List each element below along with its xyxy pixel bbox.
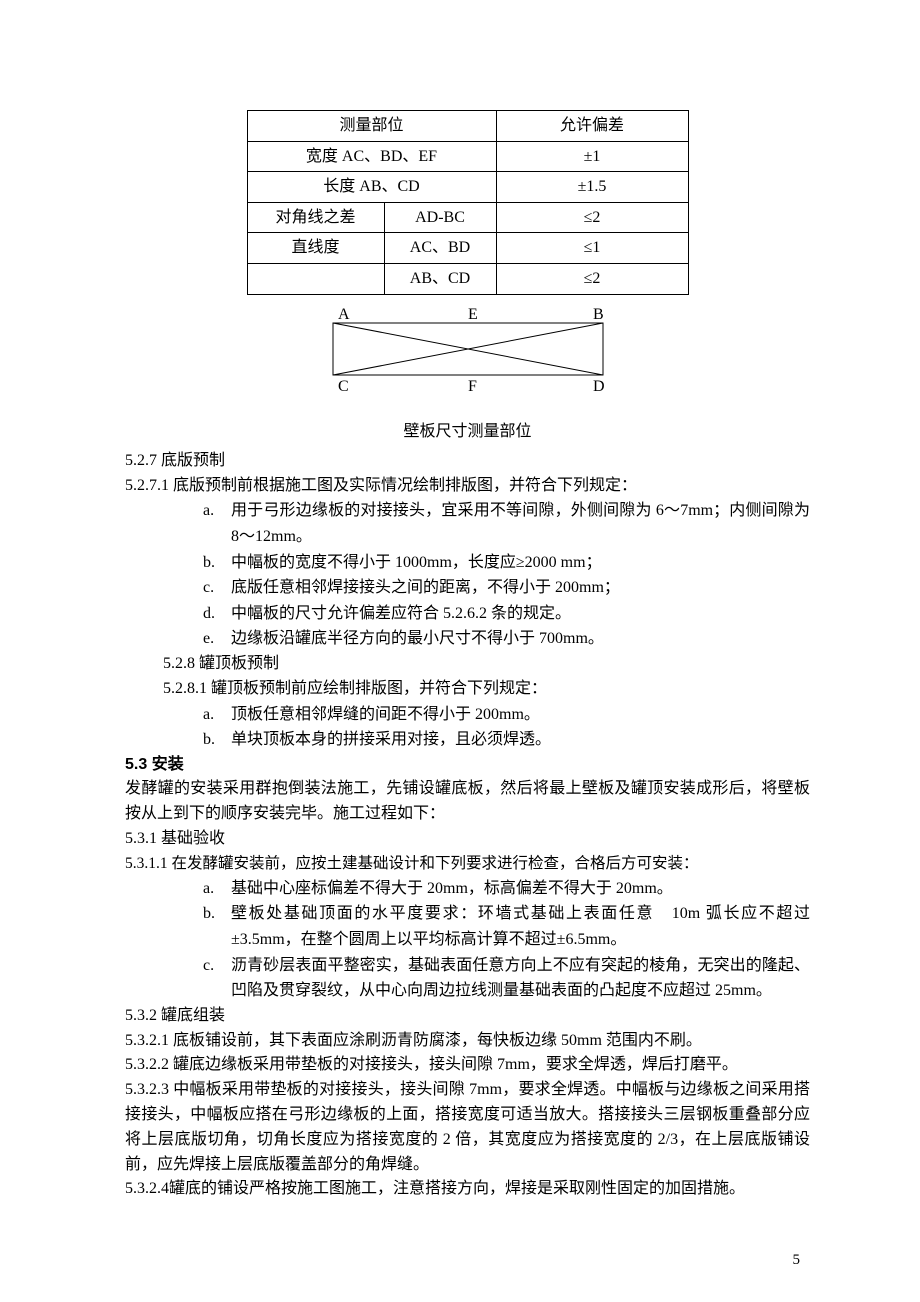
- list-item: b.单块顶板本身的拼接采用对接，且必须焊透。: [203, 727, 810, 753]
- item-text: 单块顶板本身的拼接采用对接，且必须焊透。: [231, 727, 810, 753]
- list-5-2-7-1: a.用于弓形边缘板的对接接头，宜采用不等间隙，外侧间隙为 6～7mm；内侧间隙为…: [125, 498, 810, 652]
- label-E: E: [468, 306, 478, 323]
- table-row: 直线度 AC、BD ≤1: [247, 233, 688, 264]
- cell: 长度 AB、CD: [247, 172, 496, 203]
- heading-5-2-8: 5.2.8 罐顶板预制: [163, 652, 810, 677]
- item-label: c.: [203, 575, 231, 601]
- item-text: 中幅板的宽度不得小于 1000mm，长度应≥2000 mm；: [231, 550, 810, 576]
- item-label: e.: [203, 626, 231, 652]
- diagram-caption: 壁板尺寸测量部位: [125, 419, 810, 445]
- item-text: 用于弓形边缘板的对接接头，宜采用不等间隙，外侧间隙为 6～7mm；内侧间隙为8～…: [231, 498, 810, 549]
- th-tolerance: 允许偏差: [496, 111, 688, 142]
- list-item: a.基础中心座标偏差不得大于 20mm，标高偏差不得大于 20mm。: [203, 876, 810, 902]
- list-item: d.中幅板的尺寸允许偏差应符合 5.2.6.2 条的规定。: [203, 601, 810, 627]
- list-item: a.用于弓形边缘板的对接接头，宜采用不等间隙，外侧间隙为 6～7mm；内侧间隙为…: [203, 498, 810, 549]
- intro-5-3: 发酵罐的安装采用群抱倒装法施工，先铺设罐底板，然后将最上壁板及罐顶安装成形后，将…: [125, 777, 810, 827]
- item-label: b.: [203, 727, 231, 753]
- cell: AB、CD: [384, 263, 496, 294]
- item-text: 底版任意相邻焊接接头之间的距离，不得小于 200mm；: [231, 575, 810, 601]
- cell: ≤2: [496, 263, 688, 294]
- item-text: 沥青砂层表面平整密实，基础表面任意方向上不应有突起的棱角，无突出的隆起、凹陷及贯…: [231, 953, 810, 1004]
- page-number: 5: [793, 1248, 801, 1272]
- item-label: d.: [203, 601, 231, 627]
- table-row: 宽度 AC、BD、EF ±1: [247, 141, 688, 172]
- heading-5-2-8-1: 5.2.8.1 罐顶板预制前应绘制排版图，并符合下列规定：: [163, 677, 810, 702]
- tolerance-table: 测量部位 允许偏差 宽度 AC、BD、EF ±1 长度 AB、CD ±1.5 对…: [247, 110, 689, 295]
- para-5-3-2-2: 5.3.2.2 罐底边缘板采用带垫板的对接接头，接头间隙 7mm，要求全焊透，焊…: [125, 1053, 810, 1078]
- label-D: D: [593, 378, 605, 395]
- heading-5-3-1: 5.3.1 基础验收: [125, 827, 810, 852]
- cell: ±1: [496, 141, 688, 172]
- item-text: 顶板任意相邻焊缝的间距不得小于 200mm。: [231, 702, 810, 728]
- document-page: 测量部位 允许偏差 宽度 AC、BD、EF ±1 长度 AB、CD ±1.5 对…: [0, 0, 920, 1302]
- para-5-3-2-4: 5.3.2.4罐底的铺设严格按施工图施工，注意搭接方向，焊接是采取刚性固定的加固…: [125, 1177, 810, 1202]
- table-row: 长度 AB、CD ±1.5: [247, 172, 688, 203]
- list-item: c.底版任意相邻焊接接头之间的距离，不得小于 200mm；: [203, 575, 810, 601]
- item-text: 中幅板的尺寸允许偏差应符合 5.2.6.2 条的规定。: [231, 601, 810, 627]
- list-5-3-1-1: a.基础中心座标偏差不得大于 20mm，标高偏差不得大于 20mm。 b.壁板处…: [125, 876, 810, 1004]
- th-measure-part: 测量部位: [247, 111, 496, 142]
- cell: 宽度 AC、BD、EF: [247, 141, 496, 172]
- item-label: b.: [203, 550, 231, 576]
- heading-5-3: 5.3 安装: [125, 753, 810, 778]
- label-C: C: [338, 378, 349, 395]
- list-item: b.壁板处基础顶面的水平度要求：环墙式基础上表面任意 10m 弧长应不超过±3.…: [203, 901, 810, 952]
- list-5-2-8-1: a.顶板任意相邻焊缝的间距不得小于 200mm。 b.单块顶板本身的拼接采用对接…: [125, 702, 810, 753]
- cell: 直线度: [247, 233, 384, 264]
- item-label: a.: [203, 876, 231, 902]
- cell: ≤1: [496, 233, 688, 264]
- para-5-3-2-1: 5.3.2.1 底板铺设前，其下表面应涂刷沥青防腐漆，每快板边缘 50mm 范围…: [125, 1029, 810, 1054]
- para-5-3-2-3: 5.3.2.3 中幅板采用带垫板的对接接头，接头间隙 7mm，要求全焊透。中幅板…: [125, 1078, 810, 1177]
- table-header-row: 测量部位 允许偏差: [247, 111, 688, 142]
- heading-5-3-1-1: 5.3.1.1 在发酵罐安装前，应按土建基础设计和下列要求进行检查，合格后方可安…: [125, 852, 810, 876]
- cell: AC、BD: [384, 233, 496, 264]
- cell: AD-BC: [384, 202, 496, 233]
- heading-5-3-2: 5.3.2 罐底组装: [125, 1004, 810, 1029]
- list-item: b.中幅板的宽度不得小于 1000mm，长度应≥2000 mm；: [203, 550, 810, 576]
- list-item: e.边缘板沿罐底半径方向的最小尺寸不得小于 700mm。: [203, 626, 810, 652]
- item-label: b.: [203, 901, 231, 952]
- heading-5-2-7: 5.2.7 底版预制: [125, 449, 810, 474]
- label-B: B: [593, 306, 604, 323]
- item-text: 基础中心座标偏差不得大于 20mm，标高偏差不得大于 20mm。: [231, 876, 810, 902]
- item-label: a.: [203, 498, 231, 549]
- block-5-2-8: 5.2.8 罐顶板预制 5.2.8.1 罐顶板预制前应绘制排版图，并符合下列规定…: [125, 652, 810, 702]
- list-item: c.沥青砂层表面平整密实，基础表面任意方向上不应有突起的棱角，无突出的隆起、凹陷…: [203, 953, 810, 1004]
- cell: [247, 263, 384, 294]
- table-row: AB、CD ≤2: [247, 263, 688, 294]
- cell: ±1.5: [496, 172, 688, 203]
- heading-5-2-7-1: 5.2.7.1 底版预制前根据施工图及实际情况绘制排版图，并符合下列规定：: [125, 474, 810, 499]
- item-label: a.: [203, 702, 231, 728]
- item-text: 边缘板沿罐底半径方向的最小尺寸不得小于 700mm。: [231, 626, 810, 652]
- cell: ≤2: [496, 202, 688, 233]
- item-text: 壁板处基础顶面的水平度要求：环墙式基础上表面任意 10m 弧长应不超过±3.5m…: [231, 901, 810, 952]
- table-row: 对角线之差 AD-BC ≤2: [247, 202, 688, 233]
- wall-plate-diagram: A E B C F D: [125, 303, 810, 404]
- list-item: a.顶板任意相邻焊缝的间距不得小于 200mm。: [203, 702, 810, 728]
- label-F: F: [468, 378, 477, 395]
- item-label: c.: [203, 953, 231, 1004]
- label-A: A: [338, 306, 350, 323]
- cell: 对角线之差: [247, 202, 384, 233]
